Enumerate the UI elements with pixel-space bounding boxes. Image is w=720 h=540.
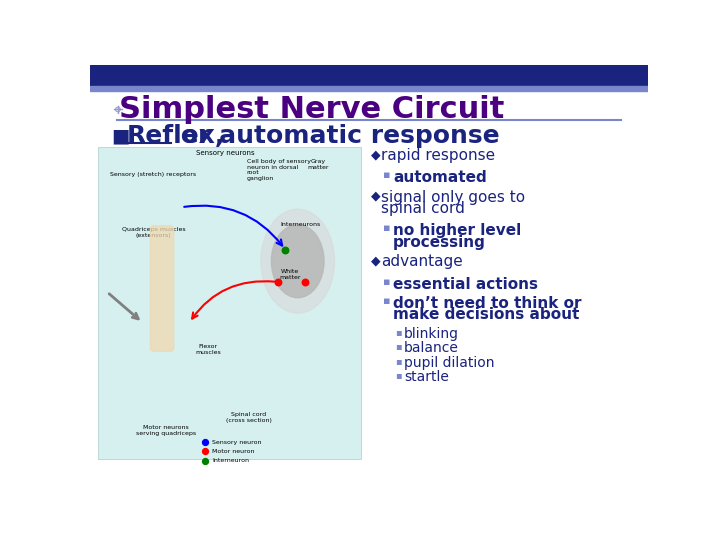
Text: ▪: ▪: [395, 356, 402, 366]
Text: spinal cord: spinal cord: [381, 201, 464, 216]
Text: Gray
matter: Gray matter: [308, 159, 329, 170]
Point: [271, 278, 283, 286]
Text: or automatic response: or automatic response: [172, 124, 500, 147]
Text: ▪: ▪: [395, 370, 402, 381]
Ellipse shape: [271, 225, 324, 298]
Bar: [90, 86, 648, 91]
Text: Motor neurons
serving quadriceps: Motor neurons serving quadriceps: [136, 425, 196, 436]
Text: no higher level: no higher level: [393, 224, 521, 239]
Text: White
matter: White matter: [279, 269, 301, 280]
Text: ▪: ▪: [383, 276, 390, 287]
Text: Interneuron: Interneuron: [212, 458, 249, 463]
Text: make decisions about: make decisions about: [393, 307, 580, 322]
Text: don’t need to think or: don’t need to think or: [393, 296, 582, 311]
Text: essential actions: essential actions: [393, 276, 538, 292]
Text: Flexor
muscles: Flexor muscles: [195, 345, 220, 355]
Text: ■: ■: [112, 126, 130, 145]
Text: Cell body of sensory
neuron in dorsal
root
ganglion: Cell body of sensory neuron in dorsal ro…: [246, 159, 310, 181]
Text: Sensory (stretch) receptors: Sensory (stretch) receptors: [110, 172, 197, 177]
Ellipse shape: [261, 209, 335, 313]
Text: Spinal cord
(cross section): Spinal cord (cross section): [226, 412, 272, 423]
Text: Sensory neuron: Sensory neuron: [212, 440, 262, 444]
Text: startle: startle: [404, 370, 449, 384]
Text: ▪: ▪: [383, 224, 390, 233]
Text: pupil dilation: pupil dilation: [404, 356, 495, 370]
Point: [199, 438, 210, 447]
Text: ◆: ◆: [371, 148, 380, 161]
Text: Sensory neurons: Sensory neurons: [197, 150, 255, 157]
Text: Quadriceps muscles
(extensors): Quadriceps muscles (extensors): [122, 227, 185, 238]
Text: Simplest Nerve Circuit: Simplest Nerve Circuit: [120, 95, 505, 124]
Point: [279, 245, 291, 254]
Text: ◆: ◆: [371, 190, 380, 202]
Bar: [90, 65, 648, 86]
Text: ◆: ◆: [371, 254, 380, 267]
Text: ▪: ▪: [395, 341, 402, 351]
Text: Motor neuron: Motor neuron: [212, 449, 255, 454]
Text: rapid response: rapid response: [381, 148, 495, 163]
Bar: [98, 147, 361, 459]
Text: balance: balance: [404, 341, 459, 355]
Text: advantage: advantage: [381, 254, 462, 269]
FancyBboxPatch shape: [150, 226, 174, 351]
Text: processing: processing: [393, 235, 486, 250]
Text: blinking: blinking: [404, 327, 459, 341]
Point: [199, 447, 210, 456]
Text: automated: automated: [393, 170, 487, 185]
Point: [199, 456, 210, 465]
Text: Reflex,: Reflex,: [127, 124, 225, 147]
Text: ▪: ▪: [383, 170, 390, 180]
Point: [300, 278, 311, 286]
Text: ▪: ▪: [395, 327, 402, 336]
Text: ▪: ▪: [383, 296, 390, 306]
Text: signal only goes to: signal only goes to: [381, 190, 525, 205]
Text: Interneurons: Interneurons: [281, 222, 321, 227]
